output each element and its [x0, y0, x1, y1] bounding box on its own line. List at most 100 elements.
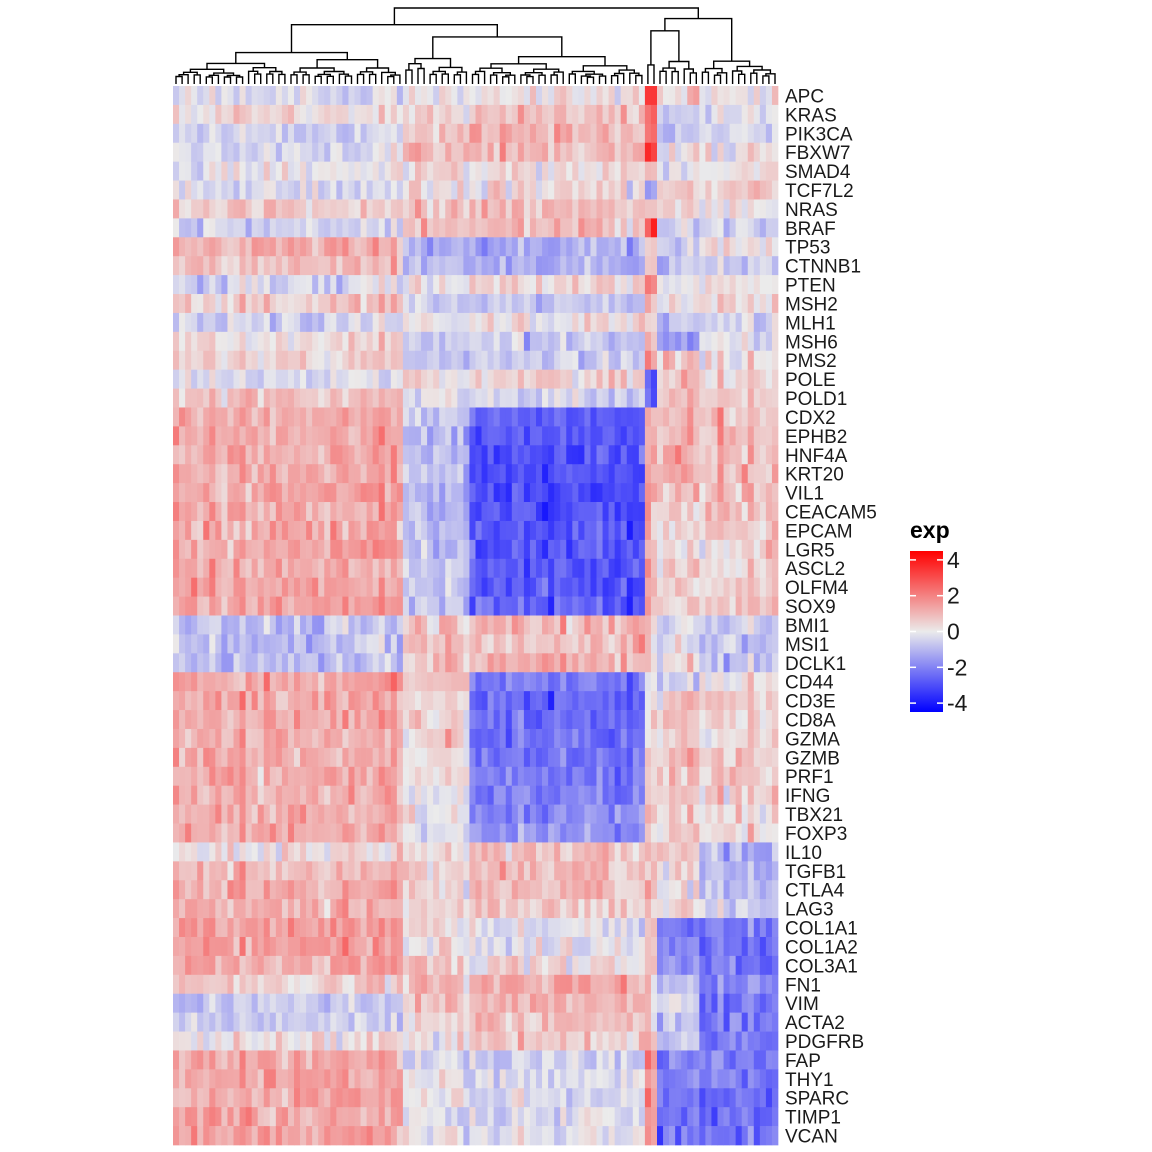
heatmap-cell: [269, 142, 277, 162]
heatmap-cell: [330, 691, 337, 711]
heatmap-cell: [185, 955, 192, 976]
heatmap-cell: [699, 464, 706, 484]
heatmap-cell: [221, 842, 228, 862]
heatmap-cell: [318, 899, 325, 919]
heatmap-cell: [529, 426, 537, 446]
heatmap-cell: [197, 123, 204, 144]
heatmap-cell: [463, 445, 470, 465]
heatmap-cell: [354, 785, 361, 805]
heatmap-cell: [626, 464, 634, 484]
heatmap-cell: [402, 483, 410, 503]
heatmap-cell: [433, 785, 440, 805]
heatmap-cell: [638, 1031, 646, 1051]
heatmap-cell: [602, 1069, 609, 1089]
heatmap-cell: [275, 974, 283, 995]
heatmap-cell: [366, 426, 373, 446]
heatmap-cell: [457, 483, 464, 503]
heatmap-cell: [614, 747, 622, 768]
heatmap-cell: [529, 993, 537, 1013]
heatmap-cell: [608, 861, 615, 881]
heatmap-cell: [687, 918, 694, 938]
heatmap-cell: [300, 199, 307, 219]
heatmap-cell: [179, 1126, 186, 1146]
heatmap-cell: [523, 558, 531, 579]
heatmap-cell: [427, 804, 434, 824]
heatmap-cell: [657, 728, 664, 749]
heatmap-cell: [614, 993, 622, 1013]
heatmap-cell: [263, 520, 271, 541]
heatmap-cell: [372, 199, 380, 219]
heatmap-cell: [275, 483, 283, 503]
heatmap-cell: [517, 672, 525, 692]
heatmap-cell: [445, 86, 452, 106]
heatmap-cell: [245, 993, 252, 1013]
heatmap-cell: [396, 955, 404, 976]
heatmap-cell: [396, 199, 404, 219]
heatmap-cell: [408, 899, 416, 919]
heatmap-cell: [632, 256, 640, 276]
heatmap-cell: [433, 1050, 440, 1070]
heatmap-cell: [554, 123, 561, 144]
heatmap-cell: [663, 312, 670, 333]
heatmap-cell: [529, 596, 537, 616]
heatmap-cell: [499, 842, 507, 862]
heatmap-cell: [239, 1126, 246, 1146]
heatmap-cell: [263, 634, 271, 654]
heatmap-cell: [402, 426, 410, 446]
heatmap-cell: [390, 747, 398, 768]
heatmap-cell: [396, 520, 404, 541]
heatmap-cell: [203, 218, 210, 238]
heatmap-cell: [626, 672, 634, 692]
heatmap-cell: [342, 955, 349, 976]
heatmap-cell: [281, 672, 289, 692]
heatmap-cell: [348, 199, 355, 219]
heatmap-cell: [427, 237, 434, 257]
heatmap-cell: [560, 161, 567, 181]
heatmap-cell: [396, 842, 404, 862]
heatmap-cell: [251, 842, 259, 862]
heatmap-cell: [257, 974, 265, 995]
heatmap-cell: [632, 294, 640, 314]
dendrogram-branch: [314, 75, 322, 84]
heatmap-cell: [257, 842, 265, 862]
heatmap-cell: [650, 766, 658, 787]
heatmap-cell: [402, 899, 410, 919]
heatmap-cell: [342, 634, 349, 654]
heatmap-cell: [197, 445, 204, 465]
heatmap-cell: [287, 161, 295, 181]
heatmap-cell: [421, 275, 428, 295]
heatmap-cell: [209, 955, 216, 976]
heatmap-cell: [257, 388, 265, 408]
heatmap-cell: [614, 918, 622, 938]
heatmap-cell: [675, 823, 682, 843]
heatmap-cell: [360, 634, 367, 654]
heatmap-cell: [300, 653, 307, 673]
heatmap-cell: [693, 350, 700, 371]
heatmap-cell: [463, 577, 470, 597]
heatmap-cell: [493, 142, 501, 162]
heatmap-cell: [402, 558, 410, 579]
heatmap-cell: [566, 1012, 573, 1032]
heatmap-cell: [572, 1050, 579, 1070]
heatmap-cell: [687, 312, 694, 333]
heatmap-cell: [209, 993, 216, 1013]
heatmap-cell: [245, 1031, 252, 1051]
heatmap-cell: [330, 1031, 337, 1051]
heatmap-cell: [318, 275, 325, 295]
heatmap-cell: [366, 331, 373, 352]
heatmap-cell: [626, 331, 634, 352]
heatmap-cell: [614, 899, 622, 919]
heatmap-cell: [269, 1107, 277, 1127]
heatmap-cell: [445, 464, 452, 484]
heatmap-cell: [493, 861, 501, 881]
heatmap-cell: [433, 445, 440, 465]
heatmap-cell: [336, 634, 343, 654]
heatmap-cell: [548, 634, 555, 654]
heatmap-cell: [173, 936, 180, 957]
heatmap-cell: [239, 445, 246, 465]
heatmap-cell: [191, 710, 198, 730]
heatmap-cell: [584, 388, 591, 408]
heatmap-cell: [487, 691, 494, 711]
heatmap-cell: [263, 445, 271, 465]
